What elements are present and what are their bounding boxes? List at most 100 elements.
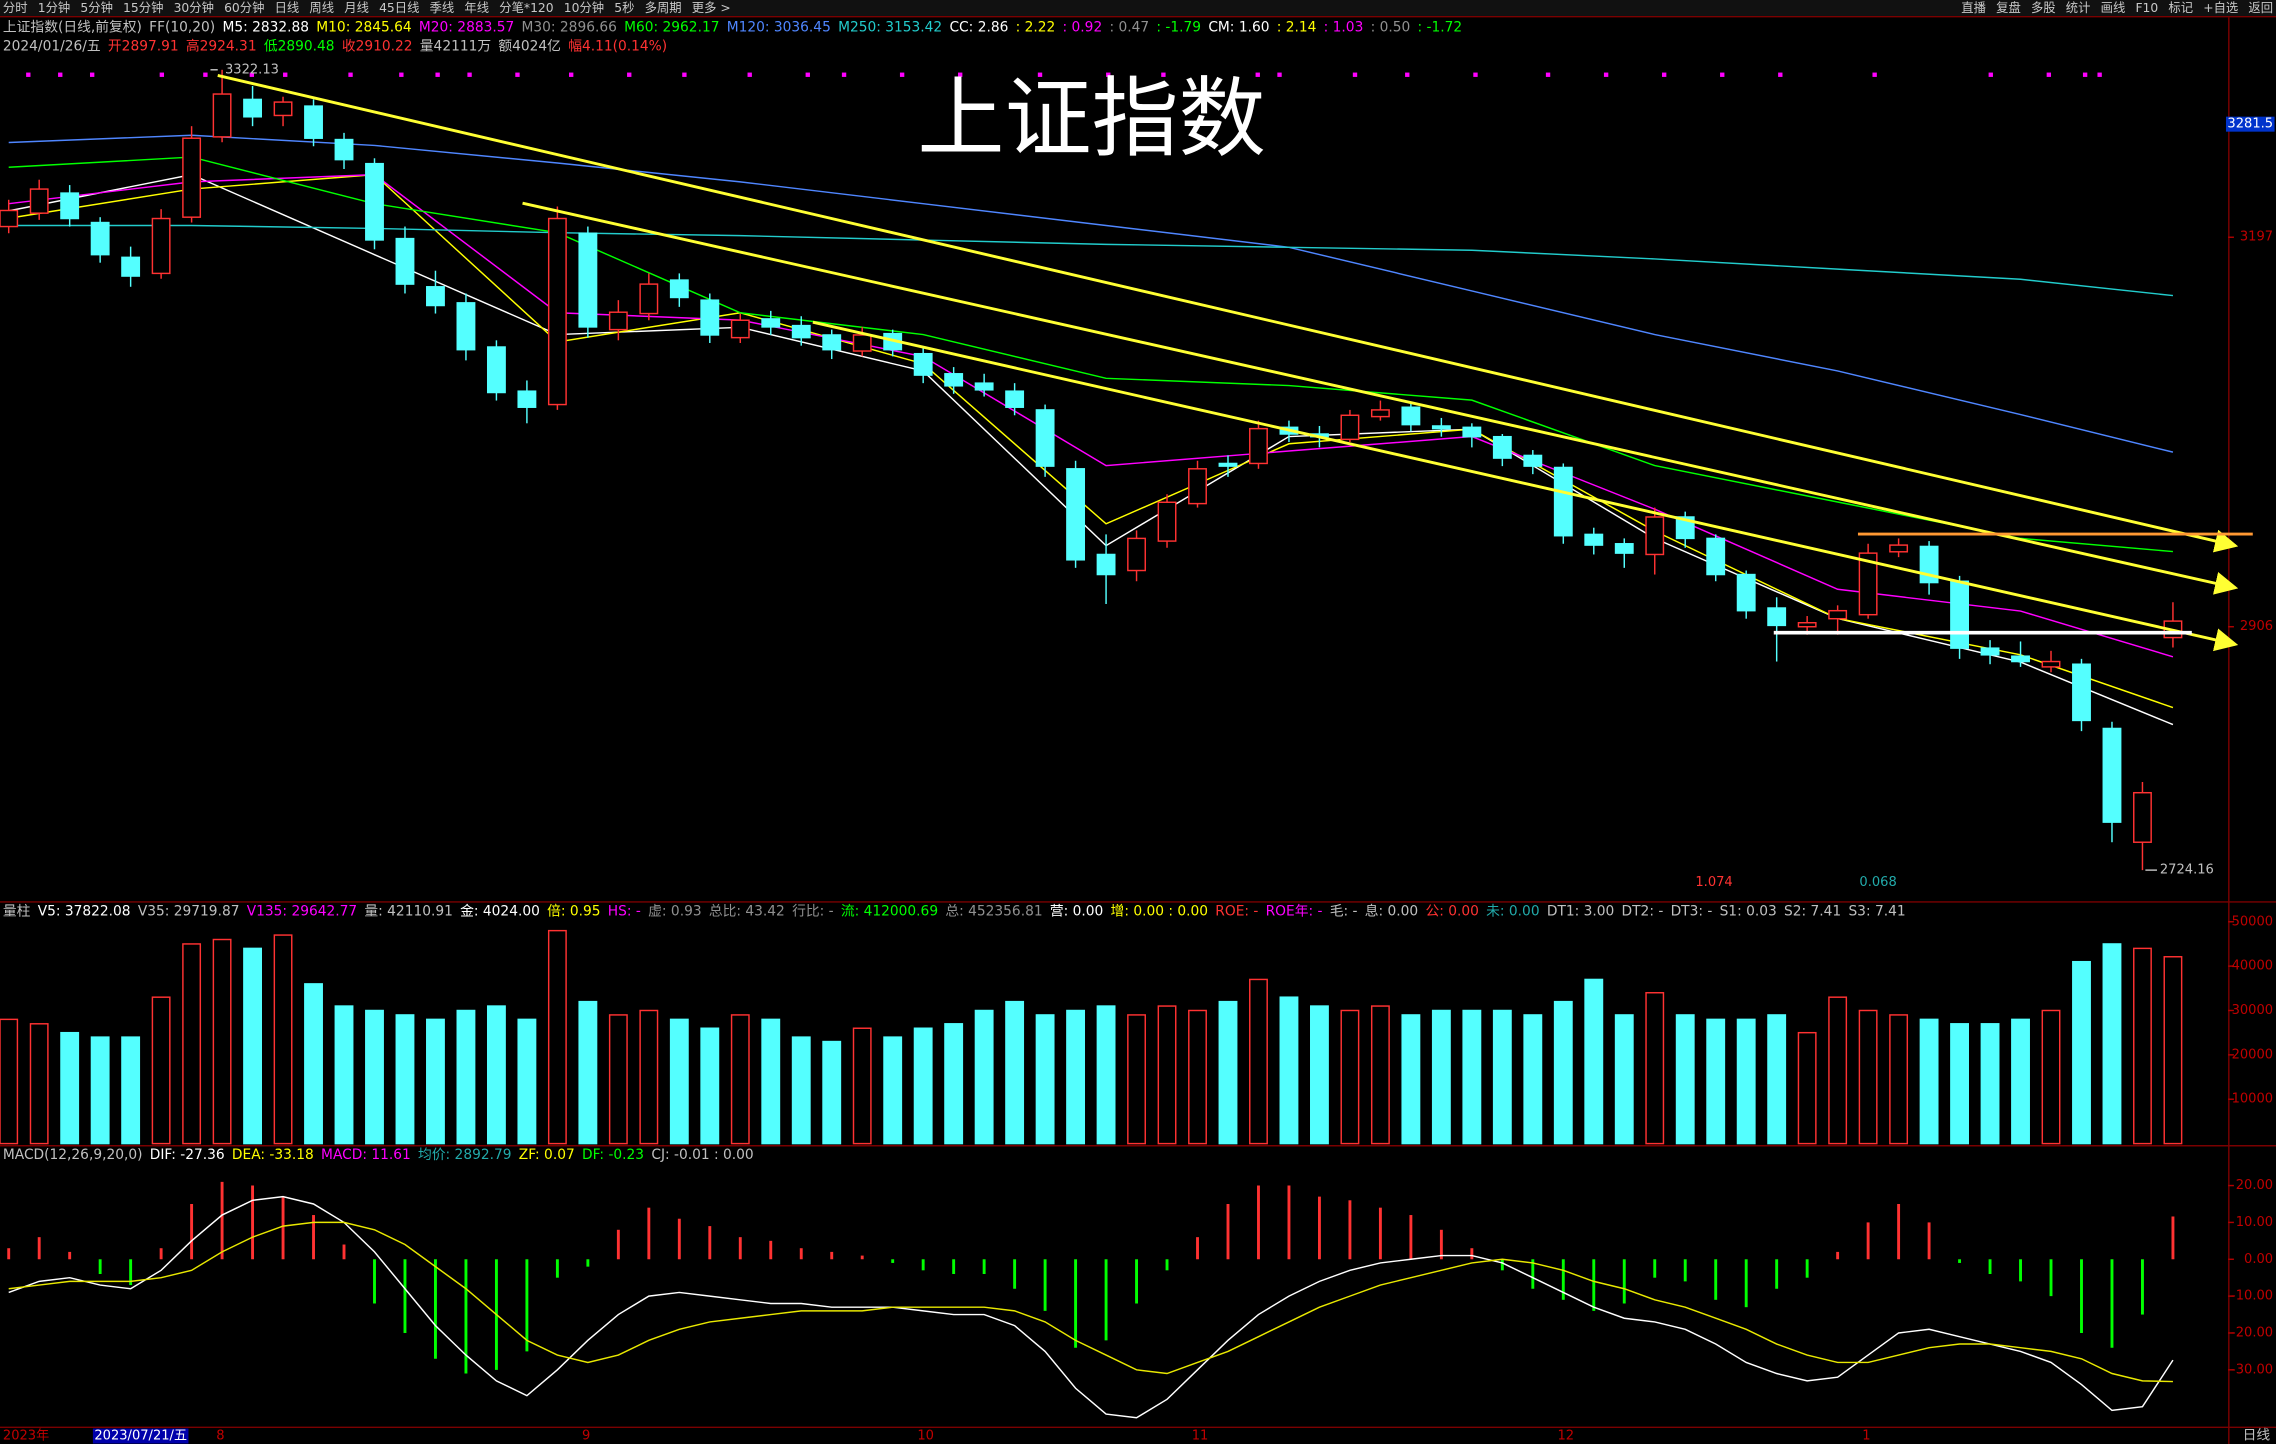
candle-body	[822, 334, 842, 351]
marker-dot	[1778, 72, 1783, 77]
volume-bar	[1889, 1014, 1909, 1145]
volume-bar	[578, 1000, 598, 1145]
header-item: HS: -	[608, 903, 641, 919]
marker-dot	[2046, 72, 2052, 77]
volume-bar	[669, 1018, 689, 1145]
volume-bar	[456, 1009, 476, 1145]
volume-bar	[1096, 1005, 1116, 1145]
toolbar-button[interactable]: 直播	[1961, 0, 1986, 14]
toolbar-button[interactable]: 标记	[2168, 0, 2193, 14]
header-item: 息: 0.00	[1365, 902, 1418, 919]
toolbar-button[interactable]: 45日线	[379, 0, 419, 14]
marker-dot	[958, 72, 963, 77]
candle-body	[1553, 466, 1573, 537]
y-tick-label: 3197	[2240, 230, 2273, 245]
marker-dot	[841, 72, 847, 77]
toolbar-button[interactable]: 10分钟	[564, 0, 604, 14]
volume-bar	[517, 1018, 537, 1145]
volume-bar	[2072, 960, 2091, 1145]
volume-bar	[151, 996, 171, 1145]
candle-body	[1858, 552, 1878, 616]
toolbar-button[interactable]: 30分钟	[174, 0, 214, 14]
candle-body	[1980, 647, 2000, 656]
toolbar-button[interactable]: 周线	[309, 0, 334, 14]
toolbar-button[interactable]: 画线	[2101, 0, 2126, 14]
candle-body	[1767, 607, 1787, 627]
y-tick-label: -20.00	[2231, 1325, 2273, 1340]
candle-body	[1645, 516, 1665, 556]
candle-body	[547, 217, 567, 406]
toolbar-button[interactable]: 分笔*120	[499, 0, 554, 14]
volume-bar	[2102, 943, 2122, 1145]
volume-bar	[182, 943, 202, 1145]
header-item: : 2.22	[1016, 20, 1056, 36]
header-item: M10: 2845.64	[316, 20, 411, 36]
volume-bar	[1370, 1005, 1390, 1145]
candle-body	[1157, 501, 1177, 542]
candle-body	[1492, 435, 1512, 459]
candle-body	[1370, 409, 1390, 418]
volume-bar	[1279, 996, 1299, 1145]
macd-header: MACD(12,26,9,20,0) DIF: -27.36 DEA: -33.18…	[3, 1147, 754, 1163]
moving-average	[8, 134, 2174, 453]
header-item: 幅4.11(0.14%)	[568, 38, 667, 54]
volume-bar	[365, 1009, 384, 1145]
volume-bar	[700, 1027, 720, 1145]
toolbar-button[interactable]: 季线	[430, 0, 455, 14]
marker-dot	[627, 72, 632, 77]
trend-line	[522, 201, 2239, 595]
candle-body	[791, 324, 811, 339]
toolbar-button[interactable]: 5分钟	[80, 0, 113, 14]
x-tick-label: 9	[582, 1429, 590, 1444]
volume-bar	[1584, 978, 1604, 1145]
candle-body	[761, 318, 781, 328]
candle-body	[1889, 544, 1909, 553]
header-item: : -1.79	[1156, 20, 1201, 36]
toolbar-button[interactable]: 5秒	[614, 0, 634, 14]
toolbar-button[interactable]: +自选	[2203, 0, 2238, 14]
marker-dot	[747, 72, 752, 77]
toolbar-button[interactable]: F10	[2135, 0, 2158, 14]
toolbar-button[interactable]: 年线	[464, 0, 489, 14]
header-item: V5: 37822.08	[38, 903, 131, 919]
toolbar-button[interactable]: 月线	[344, 0, 369, 14]
candle-body	[90, 221, 110, 256]
candle-body	[1675, 516, 1695, 540]
candle-body	[151, 217, 171, 275]
volume-bar	[486, 1005, 506, 1145]
toolbar-button[interactable]: 15分钟	[123, 0, 163, 14]
volume-bar	[1035, 1014, 1055, 1145]
header-item: 金: 4024.00	[460, 903, 540, 919]
marker-dot	[89, 72, 95, 77]
marker-dot	[515, 72, 520, 77]
x-tick-label: 11	[1192, 1429, 1209, 1444]
volume-bar	[791, 1036, 811, 1145]
toolbar-button[interactable]: 60分钟	[224, 0, 264, 14]
toolbar-button[interactable]: 1分钟	[38, 0, 71, 14]
candle-body	[1218, 462, 1238, 467]
toolbar-button[interactable]: 多周期	[645, 0, 682, 14]
candle-body	[456, 302, 476, 351]
volume-bar	[304, 983, 323, 1145]
annotation: 1.074	[1695, 875, 1732, 890]
header-item: 量42111万	[420, 38, 491, 54]
toolbar-button[interactable]: 分时	[3, 0, 28, 14]
candle-body	[974, 382, 994, 391]
candle-body	[639, 283, 659, 315]
volume-bar	[1218, 1000, 1238, 1145]
toolbar-button[interactable]: 多股	[2031, 0, 2056, 14]
toolbar-button[interactable]: 统计	[2066, 0, 2091, 14]
x-tick-label: 2023年	[3, 1429, 49, 1444]
candle-body	[182, 137, 202, 218]
toolbar-button[interactable]: 复盘	[1996, 0, 2021, 14]
toolbar-button[interactable]: 返回	[2248, 0, 2273, 14]
marker-dot	[159, 72, 165, 77]
toolbar-button[interactable]: 更多 >	[692, 0, 731, 14]
volume-bar	[608, 1014, 628, 1145]
candle-body	[1614, 543, 1634, 554]
toolbar-button[interactable]: 日线	[275, 0, 300, 14]
volume-bar	[273, 934, 293, 1145]
candle-body	[1096, 553, 1116, 576]
